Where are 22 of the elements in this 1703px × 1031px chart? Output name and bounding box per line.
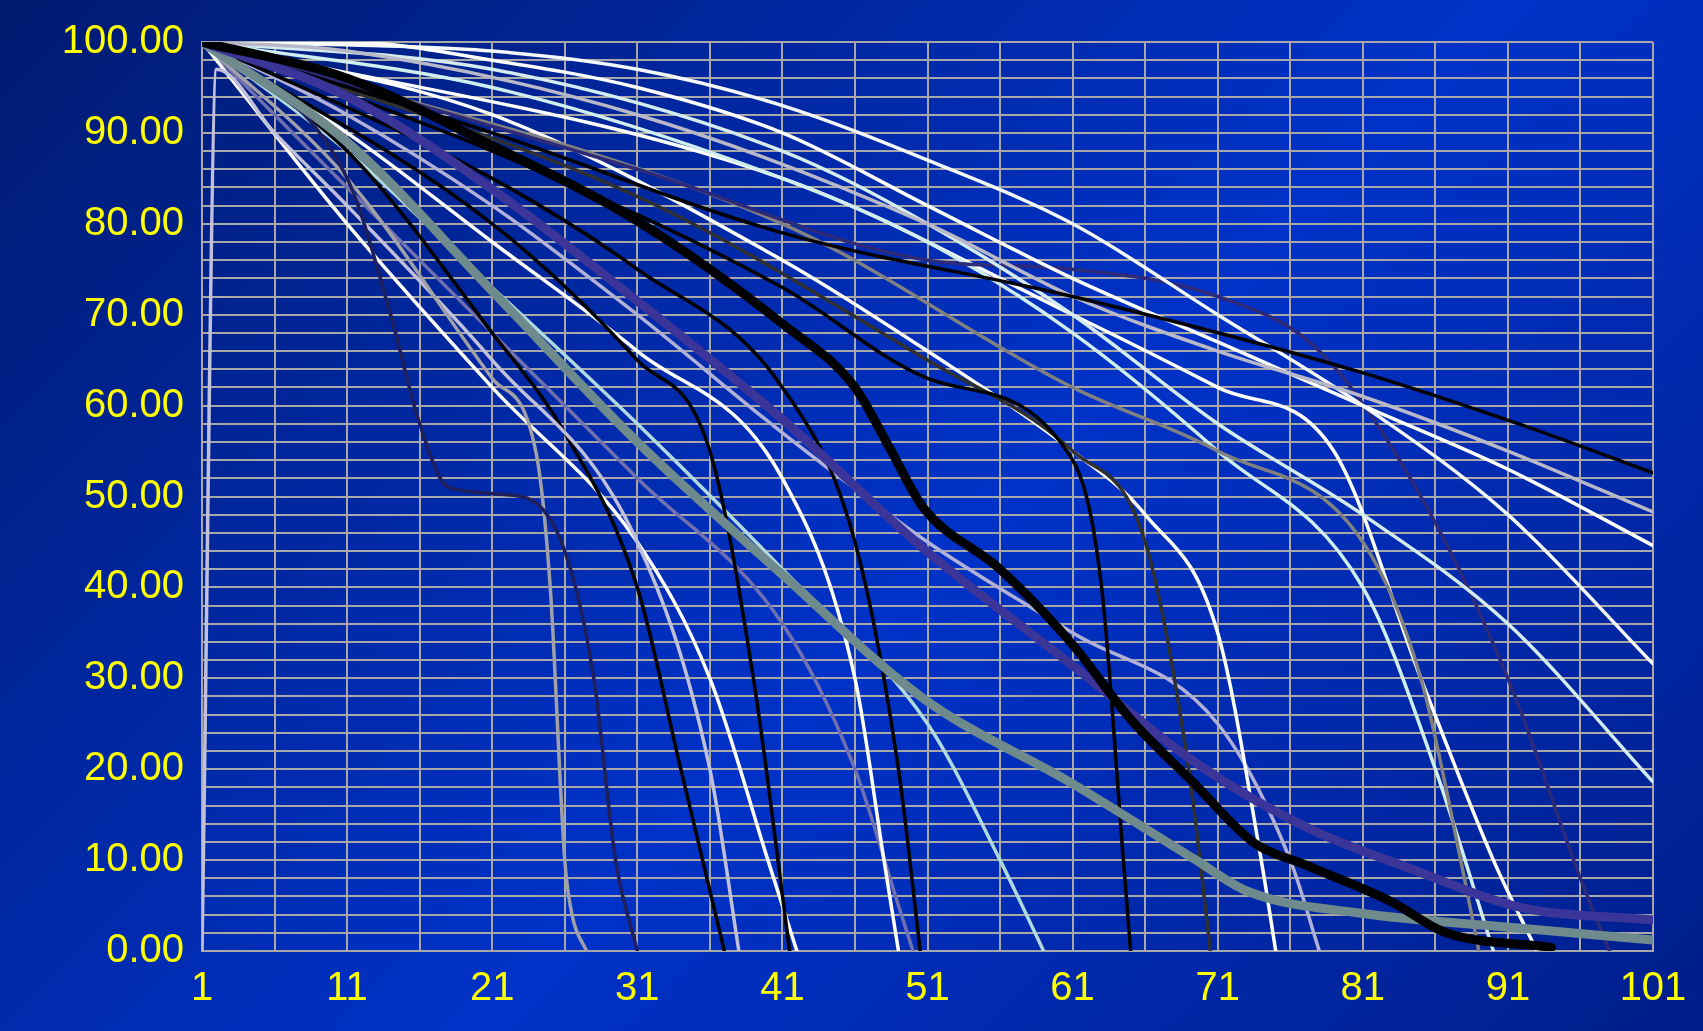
y-tick-label: 70.00 <box>83 289 184 334</box>
x-tick-label: 81 <box>1340 964 1386 1009</box>
x-tick-label: 91 <box>1485 964 1531 1009</box>
y-tick-label: 30.00 <box>83 653 184 698</box>
x-tick-label: 31 <box>615 964 660 1009</box>
y-tick-label: 50.00 <box>83 471 184 516</box>
x-tick-label: 51 <box>905 964 950 1009</box>
y-tick-label: 80.00 <box>83 198 184 243</box>
x-tick-label: 61 <box>1050 964 1095 1009</box>
y-tick-label: 20.00 <box>83 744 184 789</box>
x-tick-label: 21 <box>469 964 515 1009</box>
y-tick-label: 40.00 <box>83 562 184 607</box>
x-tick-label: 41 <box>760 964 805 1009</box>
x-tick-label: 71 <box>1195 964 1240 1009</box>
x-tick-label: 101 <box>1619 964 1687 1009</box>
y-tick-label: 0.00 <box>106 926 184 971</box>
y-tick-label: 90.00 <box>83 107 184 152</box>
x-tick-label: 11 <box>326 964 368 1009</box>
x-tick-label: 1 <box>190 964 214 1009</box>
y-tick-label: 10.00 <box>83 835 184 880</box>
y-tick-label: 60.00 <box>83 380 184 425</box>
y-tick-label: 100.00 <box>61 17 184 62</box>
